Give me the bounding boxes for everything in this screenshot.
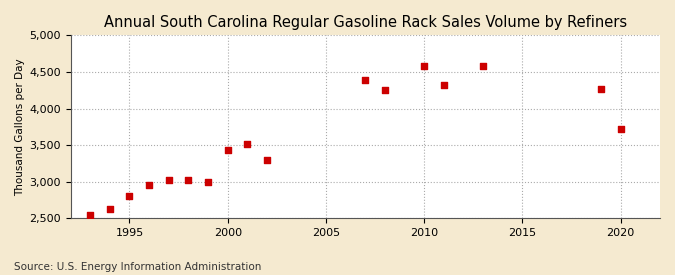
Point bbox=[183, 178, 194, 182]
Point bbox=[124, 194, 135, 199]
Point bbox=[616, 127, 626, 131]
Point bbox=[418, 64, 429, 68]
Point bbox=[222, 148, 233, 152]
Y-axis label: Thousand Gallons per Day: Thousand Gallons per Day bbox=[15, 58, 25, 196]
Point bbox=[105, 207, 115, 212]
Point bbox=[262, 158, 273, 162]
Point bbox=[478, 64, 489, 68]
Point bbox=[360, 78, 371, 82]
Text: Source: U.S. Energy Information Administration: Source: U.S. Energy Information Administ… bbox=[14, 262, 261, 272]
Point bbox=[163, 178, 174, 182]
Point bbox=[242, 142, 252, 147]
Point bbox=[379, 88, 390, 92]
Point bbox=[439, 83, 450, 87]
Title: Annual South Carolina Regular Gasoline Rack Sales Volume by Refiners: Annual South Carolina Regular Gasoline R… bbox=[104, 15, 627, 30]
Point bbox=[85, 212, 96, 217]
Point bbox=[595, 87, 606, 92]
Point bbox=[144, 183, 155, 188]
Point bbox=[202, 180, 213, 184]
